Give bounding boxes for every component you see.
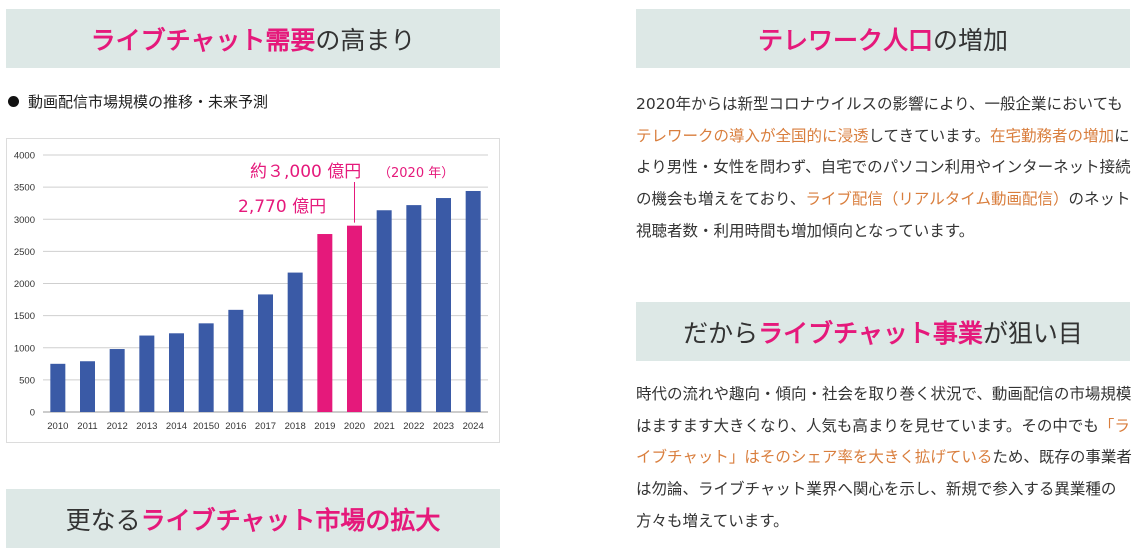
market-size-bar-chart: 0 500 1000 1500 2000 2500 3000 3500 4000 2010 2011… [14, 151, 488, 432]
bar [376, 210, 392, 412]
annotation-2020-year: （2020 年） [378, 166, 454, 181]
x-tick-label: 2012 [107, 421, 128, 432]
telework-paragraph: 2020年からは新型コロナウイルスの影響により、一般企業においてもテレワークの導… [636, 89, 1134, 248]
y-tick-label: 500 [19, 375, 35, 386]
bullet-dot-icon [8, 96, 19, 107]
bar [228, 309, 244, 412]
x-tick-label: 2011 [77, 421, 97, 432]
body-text: により男性・女性を問わず、自宅でのパソコン利用やインターネット接続の機会も増えを… [636, 126, 1131, 209]
x-tick-label: 2018 [285, 421, 306, 432]
y-tick-label: 2500 [14, 247, 35, 258]
x-tick-label: 2016 [225, 421, 246, 432]
body-text: 時代の流れや趣向・傾向・社会を取り巻く状況で、動画配信の市場規模はますます大きく… [636, 385, 1132, 435]
heading-livechat-market-expansion: 更なる ライブチャット市場の拡大 [6, 489, 500, 548]
heading-accent: ライブチャット市場の拡大 [140, 505, 441, 535]
bar [109, 349, 125, 412]
bar [139, 335, 155, 412]
highlight-text: 「ライブチャット」はそのシェア率を大きく拡げている [636, 416, 1130, 467]
bar [317, 234, 333, 412]
x-tick-label: 2021 [374, 421, 395, 432]
body-text: いても [1077, 95, 1123, 113]
annotation-2020-value: 約３,000 億円 [250, 162, 361, 182]
y-tick-label: 3000 [14, 215, 35, 226]
y-tick-label: 4000 [14, 151, 35, 162]
bar [347, 225, 362, 412]
x-tick-label: 2024 [463, 421, 484, 432]
bar [80, 361, 95, 412]
heading-accent: テレワーク人口 [757, 25, 933, 55]
heading-rest: の高まり [315, 25, 416, 55]
heading-prefix: だから [683, 318, 759, 348]
bar [169, 333, 184, 412]
bar [287, 272, 303, 412]
heading-livechat-business-target: だから ライブチャット事業 が狙い目 [636, 302, 1130, 361]
chart-caption-text: 動画配信市場規模の推移・未来予測 [28, 93, 269, 111]
body-text: ため、既存の事業者は勿論、ライブチャット業界へ関心を示し、新規で参入する異業種の… [636, 448, 1132, 530]
highlight-text: 在宅勤務者の増加 [990, 126, 1115, 145]
bar [258, 294, 273, 412]
x-tick-label: 2013 [136, 421, 157, 432]
heading-telework-increase: テレワーク人口 の増加 [636, 9, 1130, 68]
annotation-leader-2019 [325, 216, 333, 231]
chart-caption: 動画配信市場規模の推移・未来予測 [8, 91, 268, 112]
x-tick-label: 2023 [433, 421, 454, 432]
x-tick-label: 2022 [403, 421, 424, 432]
body-text: してきています。 [868, 126, 991, 145]
x-tick-label: 2014 [166, 421, 187, 432]
bar [436, 198, 451, 412]
heading-prefix: 更なる [65, 505, 141, 535]
body-text: のネット視聴者数・利用時間も増加傾向となっています。 [636, 190, 1131, 240]
heading-rest: が狙い目 [982, 318, 1083, 348]
y-tick-label: 3500 [14, 183, 35, 194]
y-tick-label: 1500 [14, 311, 35, 322]
heading-rest: の増加 [933, 25, 1009, 55]
target-paragraph: 時代の流れや趣向・傾向・社会を取り巻く状況で、動画配信の市場規模はますます大きく… [636, 379, 1134, 538]
body-text: 2020年からは新型コロナウイルスの影響により、一般企業にお [636, 95, 1078, 113]
annotation-2019-value: 2,770 億円 [238, 197, 326, 217]
heading-accent: ライブチャット事業 [758, 318, 983, 348]
bar [50, 363, 66, 412]
y-tick-label: 1000 [14, 343, 35, 354]
y-tick-label: 2000 [14, 279, 35, 290]
x-tick-label: 2019 [314, 421, 335, 432]
x-tick-label: 2020 [344, 421, 365, 432]
y-tick-label: 0 [30, 408, 35, 419]
heading-livechat-demand: ライブチャット需要 の高まり [6, 9, 500, 68]
x-tick-label: 2010 [47, 421, 68, 432]
highlight-text: テレワークの導入が全国的に浸透 [636, 126, 869, 145]
bar [465, 190, 481, 412]
highlight-text: ライブ配信（リアルタイム動画配信） [805, 190, 1069, 209]
bar [198, 323, 214, 412]
x-tick-label: 20150 [193, 421, 219, 432]
x-tick-label: 2017 [255, 421, 276, 432]
bar [406, 205, 422, 412]
heading-accent: ライブチャット需要 [90, 25, 316, 55]
